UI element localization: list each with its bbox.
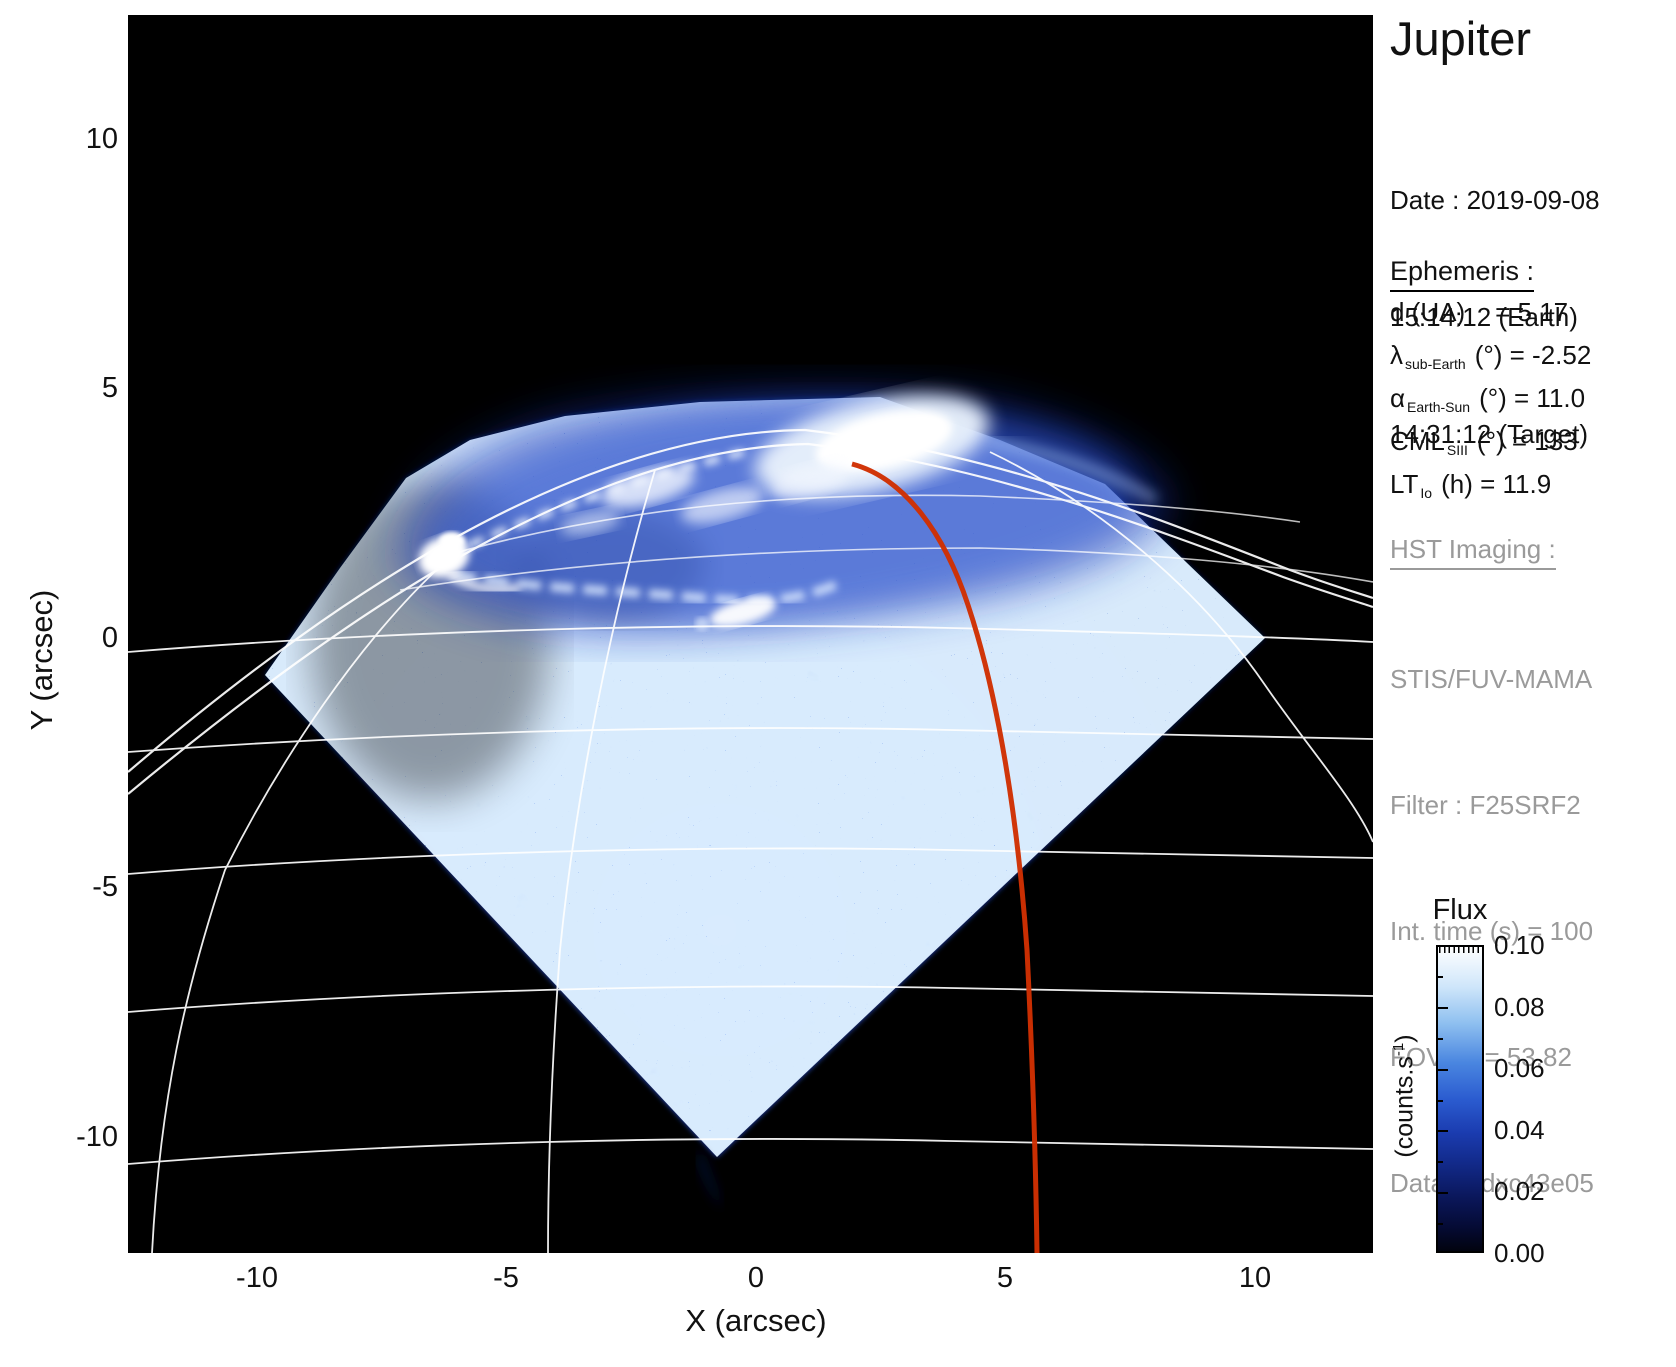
eph-row-io-localtime: LT Io (h) = 11.9: [1390, 469, 1591, 512]
y-tick-0: 0: [101, 622, 118, 654]
eph-value: (°) = 11.0: [1479, 383, 1586, 413]
eph-subscript: Io: [1420, 485, 1433, 501]
colorbar-tick: [1438, 1069, 1448, 1071]
colorbar-label-008: 0.08: [1494, 992, 1545, 1022]
eph-value: (h) = 11.9: [1441, 469, 1552, 499]
observation-datetime: Date : 2019-09-08 15:14:12 (Earth) 14:31…: [1390, 103, 1600, 532]
colorbar-label-006: 0.06: [1494, 1053, 1545, 1083]
hst-imaging-header: HST Imaging :: [1390, 534, 1556, 570]
x-tick-5: 5: [996, 1262, 1014, 1294]
eph-subscript: sub-Earth: [1405, 356, 1466, 372]
eph-value: (°) = -2.52: [1474, 340, 1592, 370]
colorbar-label-010: 0.10: [1494, 930, 1545, 960]
colorbar-tick: [1438, 1130, 1448, 1132]
eph-symbol: d (UA): [1390, 297, 1466, 327]
x-tick-10: 10: [1238, 1262, 1272, 1294]
eph-row-cml: CML SIII (°) = 133: [1390, 426, 1591, 469]
eph-symbol: CML: [1390, 426, 1445, 456]
colorbar-tick: [1438, 1192, 1448, 1194]
eph-row-phase-angle: α Earth-Sun (°) = 11.0: [1390, 383, 1591, 426]
eph-symbol: λ: [1390, 340, 1403, 370]
colorbar-minor-tick: [1438, 1161, 1443, 1163]
footprint-spot: [710, 597, 776, 627]
x-axis-title: X (arcsec): [685, 1303, 827, 1338]
y-tick-10: 10: [85, 123, 118, 155]
io-footpath-curve: [851, 461, 1040, 1253]
y-tick-5: 5: [101, 372, 118, 404]
eph-row-distance: d (UA) = 5.17: [1390, 297, 1591, 340]
eph-subscript: SIII: [1446, 442, 1468, 458]
y-axis-title: Y (arcsec): [24, 589, 59, 731]
flux-colorbar: [1436, 945, 1484, 1253]
date-line: Date : 2019-09-08: [1390, 185, 1600, 215]
ephemeris-table: d (UA) = 5.17 λ sub-Earth (°) = -2.52 α …: [1390, 297, 1591, 512]
target-time: 14:31:12 (Target): [1390, 419, 1589, 449]
x-tick-0: 0: [747, 1262, 765, 1294]
eph-value: (°) = 133: [1476, 426, 1578, 456]
colorbar-units: (counts.s-1): [1390, 1001, 1418, 1191]
eph-row-subearth-lat: λ sub-Earth (°) = -2.52: [1390, 340, 1591, 383]
y-tick-m10: -10: [76, 1121, 118, 1153]
colorbar-label-004: 0.04: [1494, 1115, 1545, 1145]
colorbar-minor-ticks-top: [1439, 947, 1481, 953]
unit-prefix: (counts.s: [1390, 1056, 1419, 1158]
colorbar-minor-tick: [1438, 1223, 1443, 1225]
x-tick-m10: -10: [236, 1262, 278, 1294]
unit-exponent: -1: [1390, 1042, 1407, 1057]
colorbar-minor-tick: [1438, 1100, 1443, 1102]
colorbar-minor-tick: [1438, 1038, 1443, 1040]
eph-symbol: LT: [1390, 469, 1419, 499]
unit-suffix: ): [1390, 1034, 1419, 1043]
hst-imaging-details: STIS/FUV-MAMA Filter : F25SRF2 Int. time…: [1390, 574, 1594, 1288]
instrument-line: STIS/FUV-MAMA: [1390, 664, 1593, 694]
jupiter-aurora-image: [128, 15, 1373, 1253]
eph-subscript: Earth-Sun: [1407, 399, 1471, 415]
colorbar-label-002: 0.02: [1494, 1176, 1545, 1206]
colorbar-title: Flux: [1432, 894, 1488, 926]
eph-value: = 5.17: [1495, 297, 1569, 327]
earth-time: 15:14:12 (Earth): [1390, 302, 1578, 332]
filter-line: Filter : F25SRF2: [1390, 790, 1581, 820]
int-time-line: Int. time (s) = 100: [1390, 916, 1594, 946]
planet-graticule: [128, 428, 1373, 1253]
y-tick-m5: -5: [92, 871, 118, 903]
eph-symbol: α: [1390, 383, 1406, 413]
colorbar-label-000: 0.00: [1494, 1238, 1545, 1268]
x-tick-m5: -5: [493, 1262, 519, 1294]
ephemeris-header: Ephemeris :: [1390, 256, 1535, 292]
page-title: Jupiter: [1390, 12, 1532, 65]
colorbar-tick: [1438, 1007, 1448, 1009]
colorbar-minor-tick: [1438, 976, 1443, 978]
